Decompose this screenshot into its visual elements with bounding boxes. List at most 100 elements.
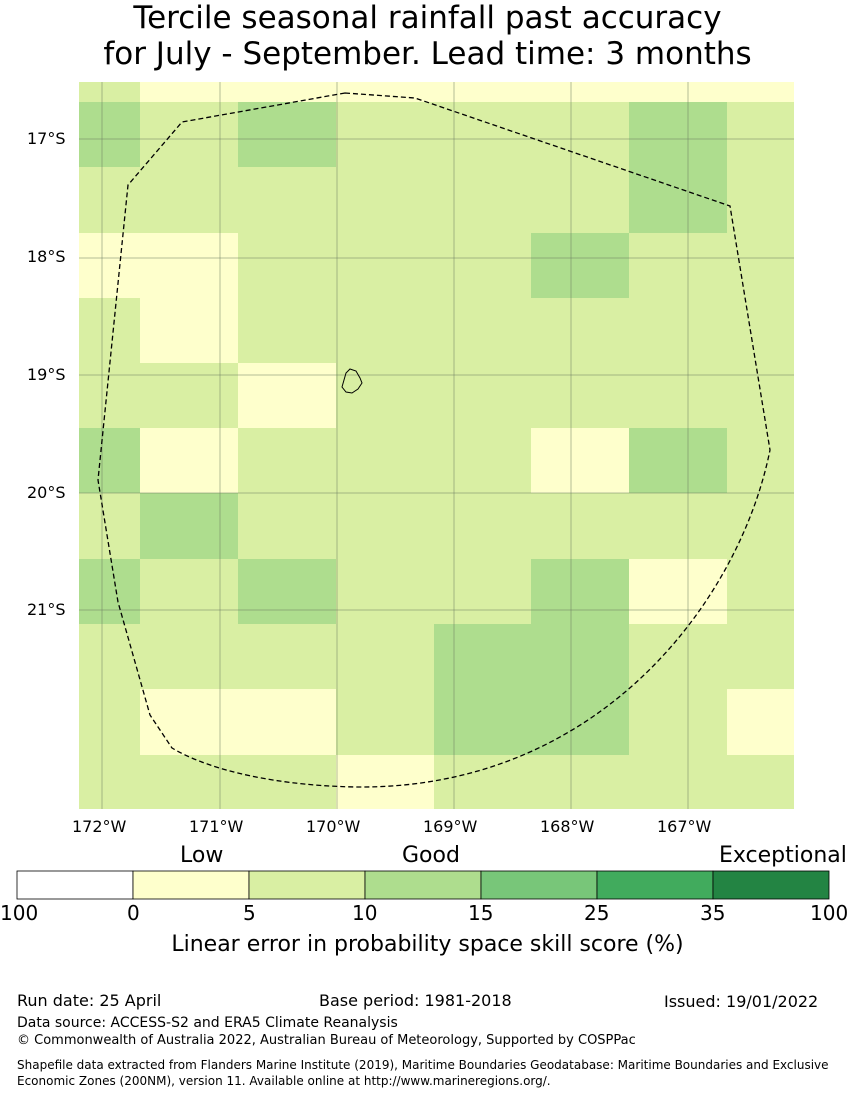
- legend-swatch: [480, 870, 598, 900]
- grid-cell: [140, 624, 238, 689]
- legend-tick-1: 0: [127, 901, 140, 925]
- grid-cell: [531, 233, 629, 298]
- legend-swatch: [16, 870, 134, 900]
- grid-cell: [531, 102, 629, 167]
- grid-cell: [629, 689, 727, 755]
- base-period: Base period: 1981-2018: [319, 991, 512, 1010]
- grid-cell: [140, 233, 238, 298]
- lat-label-19s: 19°S: [27, 365, 66, 384]
- grid-cell: [531, 689, 629, 755]
- grid-cell: [434, 624, 531, 689]
- grid-cell: [140, 755, 238, 809]
- grid-cell: [238, 428, 336, 493]
- lon-label-168w: 168°W: [540, 817, 595, 836]
- graticule: [79, 82, 794, 809]
- grid-cell: [79, 363, 140, 428]
- grid-cell: [434, 82, 531, 102]
- grid-cell: [531, 363, 629, 428]
- legend-title: Linear error in probability space skill …: [171, 932, 684, 957]
- grid-cell: [140, 167, 238, 233]
- grid-cell: [79, 298, 140, 363]
- legend-colorbar: [16, 870, 830, 900]
- legend-tick-7: 100: [810, 901, 849, 925]
- map-title-line-1: Tercile seasonal rainfall past accuracy: [133, 0, 722, 36]
- legend-category-exceptional: Exceptional: [719, 843, 847, 868]
- grid-cell: [79, 559, 140, 624]
- lon-label-172w: 172°W: [72, 817, 127, 836]
- grid-cell: [727, 298, 794, 363]
- legend-swatch: [132, 870, 250, 900]
- grid-cell: [336, 428, 434, 493]
- data-source: Data source: ACCESS-S2 and ERA5 Climate …: [17, 1015, 398, 1031]
- grid-cell: [434, 298, 531, 363]
- grid-cell: [434, 755, 531, 809]
- grid-cell: [629, 167, 727, 233]
- lat-label-17s: 17°S: [27, 129, 66, 148]
- legend-swatch: [364, 870, 482, 900]
- map-title-line-2: for July - September. Lead time: 3 month…: [103, 36, 752, 72]
- grid-cell: [727, 755, 794, 809]
- grid-cell: [238, 559, 336, 624]
- grid-cell: [629, 363, 727, 428]
- grid-cell: [531, 167, 629, 233]
- grid-cell: [727, 428, 794, 493]
- eez-boundary: [97, 92, 771, 788]
- grid-cell: [434, 233, 531, 298]
- grid-cell: [140, 559, 238, 624]
- grid-cell: [531, 298, 629, 363]
- grid-cell: [727, 167, 794, 233]
- copyright: © Commonwealth of Australia 2022, Austra…: [17, 1033, 636, 1048]
- grid-cell: [434, 689, 531, 755]
- grid-cell: [727, 624, 794, 689]
- lon-label-167w: 167°W: [657, 817, 712, 836]
- legend-tick-3: 10: [352, 901, 378, 925]
- issued-date: Issued: 19/01/2022: [664, 992, 819, 1011]
- lon-label-170w: 170°W: [306, 817, 361, 836]
- lat-label-21s: 21°S: [27, 600, 66, 619]
- grid-cell: [727, 559, 794, 624]
- grid-cell: [629, 102, 727, 167]
- grid-cell: [238, 102, 336, 167]
- grid-cell: [238, 298, 336, 363]
- skill-grid: [79, 82, 794, 809]
- grid-cell: [629, 624, 727, 689]
- grid-cell: [434, 493, 531, 559]
- shapefile-credit: Shapefile data extracted from Flanders M…: [17, 1058, 829, 1088]
- grid-cell: [629, 755, 727, 809]
- grid-cell: [79, 102, 140, 167]
- grid-cell: [629, 233, 727, 298]
- grid-cell: [140, 363, 238, 428]
- grid-cell: [238, 493, 336, 559]
- grid-cell: [727, 689, 794, 755]
- lon-label-169w: 169°W: [423, 817, 478, 836]
- grid-cell: [727, 102, 794, 167]
- grid-cell: [336, 363, 434, 428]
- grid-cell: [531, 624, 629, 689]
- legend-category-good: Good: [402, 843, 460, 868]
- grid-cell: [140, 689, 238, 755]
- grid-cell: [140, 428, 238, 493]
- grid-cell: [79, 233, 140, 298]
- grid-cell: [238, 233, 336, 298]
- grid-cell: [238, 363, 336, 428]
- grid-cell: [629, 428, 727, 493]
- legend-tick-0: 100: [0, 901, 39, 925]
- grid-cell: [531, 755, 629, 809]
- grid-cell: [336, 493, 434, 559]
- grid-cell: [336, 102, 434, 167]
- legend-tick-4: 15: [468, 901, 494, 925]
- grid-cell: [531, 82, 629, 102]
- lat-label-20s: 20°S: [27, 483, 66, 502]
- grid-cell: [336, 233, 434, 298]
- grid-cell: [238, 167, 336, 233]
- legend-swatch: [712, 870, 830, 900]
- grid-cell: [336, 167, 434, 233]
- grid-cell: [727, 493, 794, 559]
- grid-cell: [531, 428, 629, 493]
- grid-cell: [140, 102, 238, 167]
- legend-swatch: [596, 870, 714, 900]
- grid-cell: [727, 82, 794, 102]
- grid-cell: [238, 689, 336, 755]
- grid-cell: [79, 624, 140, 689]
